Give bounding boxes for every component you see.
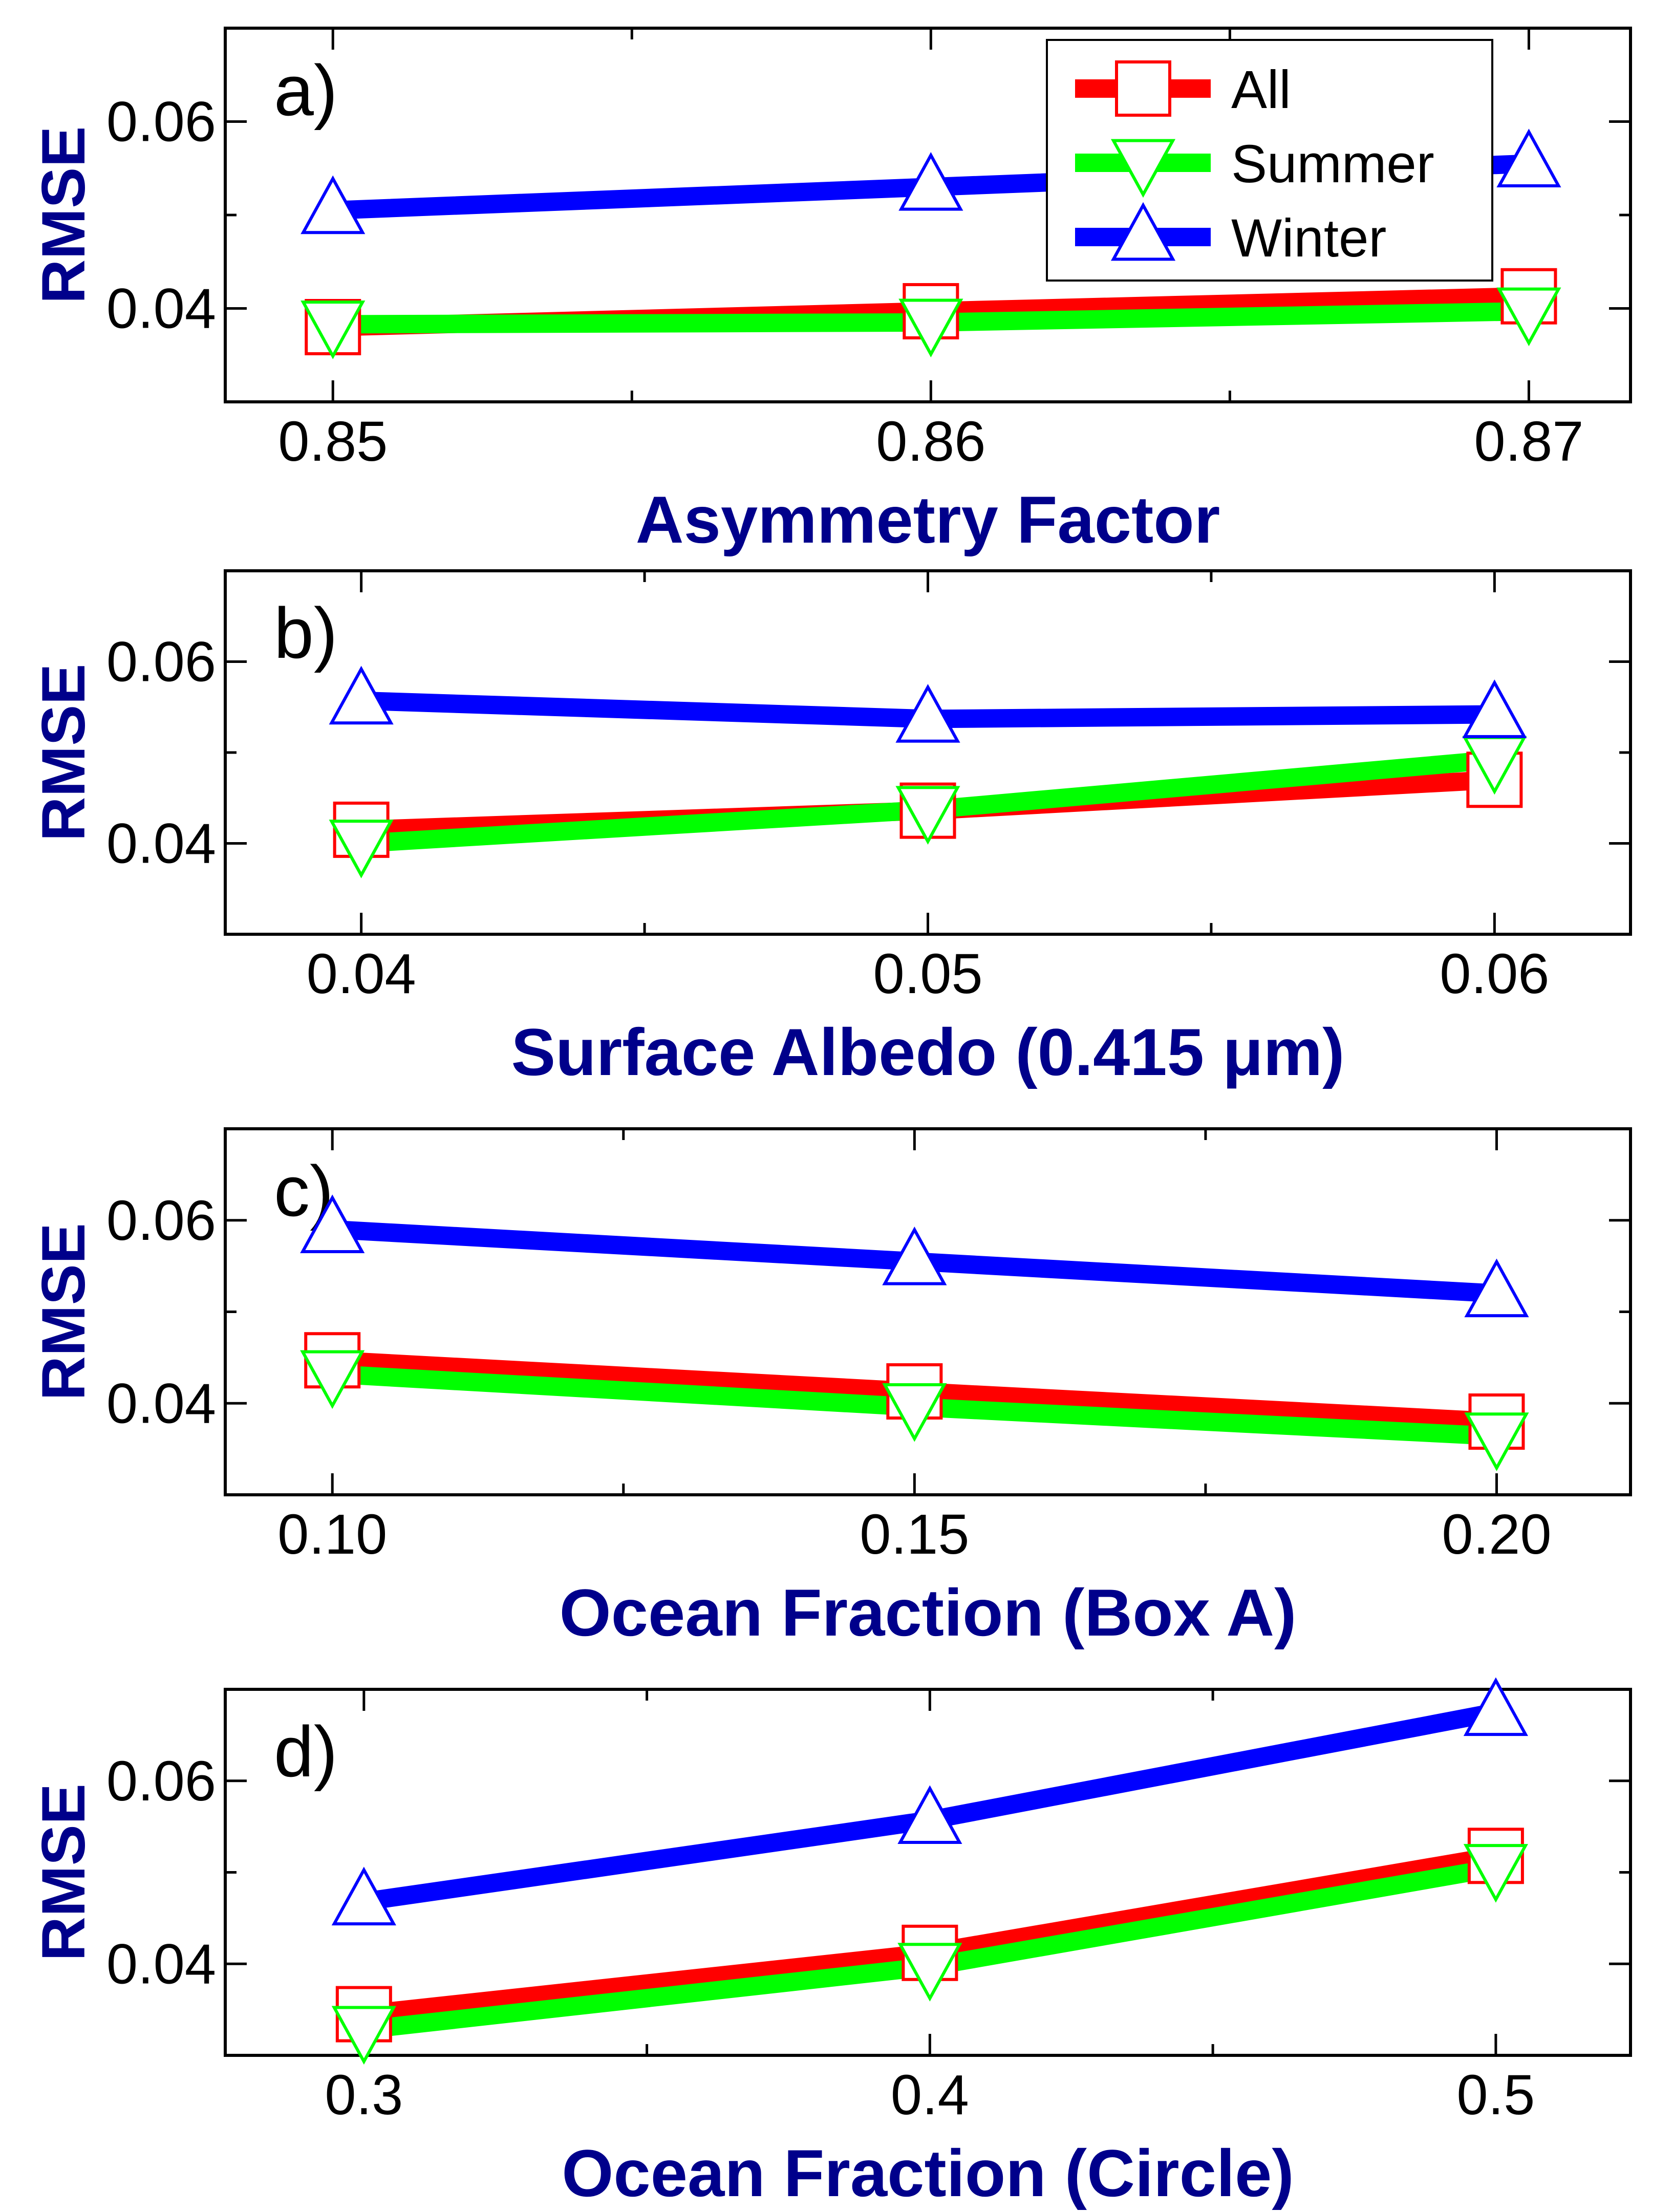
data-point-winter — [1496, 128, 1561, 188]
y-tick-label: 0.06 — [106, 631, 216, 694]
x-axis-title: Asymmetry Factor — [636, 482, 1220, 557]
x-axis-title: Ocean Fraction (Circle) — [562, 2136, 1294, 2210]
y-tick-label: 0.06 — [106, 1189, 216, 1252]
panel-label: d) — [274, 1711, 337, 1792]
y-tick-label: 0.04 — [106, 1932, 216, 1995]
data-point-summer — [897, 1943, 962, 2002]
legend: All Summer Winter — [1046, 39, 1493, 282]
data-point-winter — [331, 1866, 396, 1926]
data-point-summer — [331, 2006, 396, 2065]
panel-label: b) — [274, 593, 337, 673]
y-tick-label: 0.04 — [106, 812, 216, 875]
legend-label-winter: Winter — [1231, 208, 1386, 268]
data-point-summer — [1464, 1412, 1529, 1471]
x-tick-label: 0.85 — [278, 410, 388, 473]
y-tick-label: 0.04 — [106, 277, 216, 340]
data-point-summer — [882, 1383, 947, 1442]
chart-panel-b: 0.04 0.05 0.06 0.04 0.06 Surface Albedo (0.41… — [29, 569, 1632, 1089]
y-tick-label: 0.06 — [106, 1750, 216, 1813]
data-point-summer — [300, 1350, 365, 1409]
x-tick-label: 0.86 — [876, 410, 985, 473]
data-point-winter — [301, 175, 366, 234]
x-axis-title: Surface Albedo (0.415 μm) — [511, 1015, 1345, 1089]
x-tick-label: 0.05 — [873, 942, 982, 1005]
legend-marker-summer — [1110, 139, 1176, 198]
data-point-winter — [1464, 1258, 1529, 1318]
x-tick-label: 0.4 — [891, 2064, 969, 2127]
x-tick-label: 0.87 — [1474, 410, 1583, 473]
data-point-summer — [301, 300, 366, 359]
data-point-summer — [1463, 1844, 1528, 1903]
data-point-summer — [329, 820, 394, 878]
x-tick-label: 0.5 — [1456, 2064, 1535, 2127]
y-axis-title: RMSE — [29, 1223, 98, 1401]
x-axis-title: Ocean Fraction (Box A) — [560, 1575, 1297, 1650]
chart-panel-c: 0.10 0.15 0.20 0.04 0.06 Ocean Fraction (Box … — [29, 1127, 1632, 1650]
y-axis-title: RMSE — [29, 664, 98, 842]
data-point-winter — [897, 1785, 962, 1844]
data-point-winter — [898, 152, 963, 211]
data-point-winter — [300, 1194, 365, 1254]
x-tick-label: 0.15 — [860, 1503, 969, 1566]
data-point-summer — [898, 298, 963, 358]
data-point-winter — [1462, 679, 1527, 738]
legend-label-all: All — [1231, 60, 1291, 120]
chart-panel-a: 0.85 0.86 0.87 0.04 0.06 Asymmetry Factor RMSE… — [29, 27, 1632, 557]
data-point-winter — [329, 665, 394, 725]
data-point-winter — [1463, 1677, 1528, 1736]
x-tick-label: 0.06 — [1440, 942, 1549, 1005]
legend-marker-all — [1115, 60, 1171, 117]
panel-label: a) — [274, 50, 337, 131]
y-axis-title: RMSE — [29, 126, 98, 304]
x-tick-label: 0.10 — [277, 1503, 387, 1566]
chart-panel-d: 0.3 0.4 0.5 0.04 0.06 Ocean Fraction (Circle)… — [29, 1677, 1632, 2210]
legend-marker-winter — [1110, 202, 1176, 261]
legend-label-summer: Summer — [1231, 134, 1434, 194]
data-point-winter — [895, 684, 960, 743]
x-tick-label: 0.20 — [1442, 1503, 1551, 1566]
data-point-winter — [882, 1226, 947, 1285]
data-point-summer — [1496, 287, 1561, 347]
x-tick-label: 0.3 — [325, 2064, 403, 2127]
y-axis-title: RMSE — [29, 1784, 98, 1961]
plot-frame — [224, 569, 1632, 936]
data-point-summer — [895, 786, 960, 845]
y-tick-label: 0.04 — [106, 1372, 216, 1435]
x-tick-label: 0.04 — [307, 942, 416, 1005]
y-tick-label: 0.06 — [106, 91, 216, 154]
